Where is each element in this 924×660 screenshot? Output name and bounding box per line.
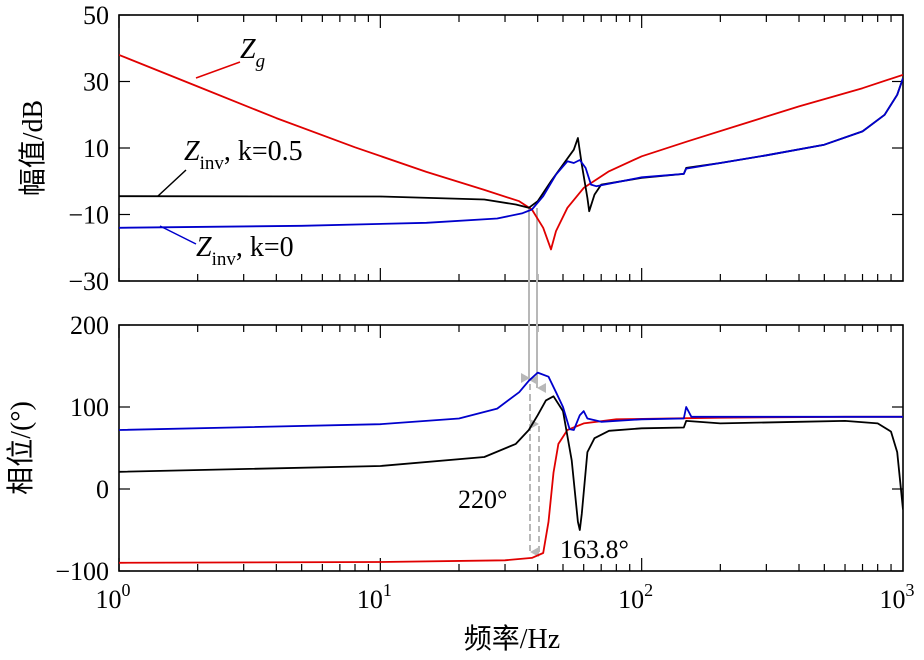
leader-zinv-k05 bbox=[157, 169, 187, 197]
x-tick-labels: 100 101 102 103 bbox=[96, 580, 915, 614]
phase-y-tick-label: 100 bbox=[70, 393, 109, 422]
annotation-163-8: 163.8° bbox=[560, 535, 629, 564]
magnitude-series-2 bbox=[119, 77, 903, 229]
magnitude-y-tick-label: −30 bbox=[68, 267, 109, 296]
phase-y-axis-label: 相位/(°) bbox=[5, 401, 37, 495]
x-tick-label: 103 bbox=[880, 580, 915, 614]
magnitude-y-axis-label: 幅值/dB bbox=[17, 100, 49, 196]
phase-series-2 bbox=[119, 371, 903, 431]
label-zinv-k0-rest: , k=0 bbox=[236, 232, 294, 263]
label-zinv-k0-main: Z bbox=[196, 232, 212, 263]
magnitude-y-tick-label: 30 bbox=[83, 68, 109, 97]
phase-curves bbox=[119, 371, 903, 564]
phase-plot-frame bbox=[118, 324, 904, 572]
magnitude-y-tick-labels: 50 30 10 −10 −30 bbox=[68, 1, 109, 296]
phase-series-0 bbox=[119, 415, 903, 564]
x-axis-label: 频率/Hz bbox=[464, 623, 560, 655]
x-tick-label: 102 bbox=[618, 580, 653, 614]
phase-y-tick-label: 200 bbox=[70, 311, 109, 340]
magnitude-y-tick-label: −10 bbox=[68, 201, 109, 230]
magnitude-curves bbox=[119, 54, 903, 251]
magnitude-y-tick-label: 10 bbox=[83, 134, 109, 163]
label-zinv-k05-sub: inv bbox=[200, 153, 225, 174]
magnitude-y-tick-label: 50 bbox=[83, 1, 109, 30]
label-zinv-k05-main: Z bbox=[184, 136, 200, 167]
label-zg-main: Z bbox=[240, 34, 256, 65]
label-zinv-k05-rest: , k=0.5 bbox=[224, 136, 303, 167]
annotation-220: 220° bbox=[458, 485, 507, 514]
phase-y-tick-label: −100 bbox=[55, 557, 109, 586]
label-zinv-k0: Zinv, k=0 bbox=[196, 232, 294, 270]
phase-axis-ticks bbox=[118, 324, 903, 572]
label-zinv-k05: Zinv, k=0.5 bbox=[184, 136, 303, 174]
x-tick-label: 101 bbox=[357, 580, 392, 614]
magnitude-series-0 bbox=[119, 54, 903, 251]
phase-difference-arrows bbox=[521, 208, 546, 557]
leader-zinv-k0 bbox=[159, 225, 197, 245]
label-zg-sub: g bbox=[256, 51, 266, 72]
phase-y-tick-labels: 200 100 0 −100 bbox=[55, 311, 109, 586]
label-zinv-k0-sub: inv bbox=[212, 249, 237, 270]
label-zg: Zg bbox=[240, 34, 265, 72]
x-tick-label: 100 bbox=[96, 580, 131, 614]
phase-series-1 bbox=[119, 395, 903, 531]
phase-y-tick-label: 0 bbox=[96, 475, 109, 504]
leader-zg bbox=[195, 61, 241, 79]
magnitude-axis-ticks bbox=[118, 14, 903, 282]
